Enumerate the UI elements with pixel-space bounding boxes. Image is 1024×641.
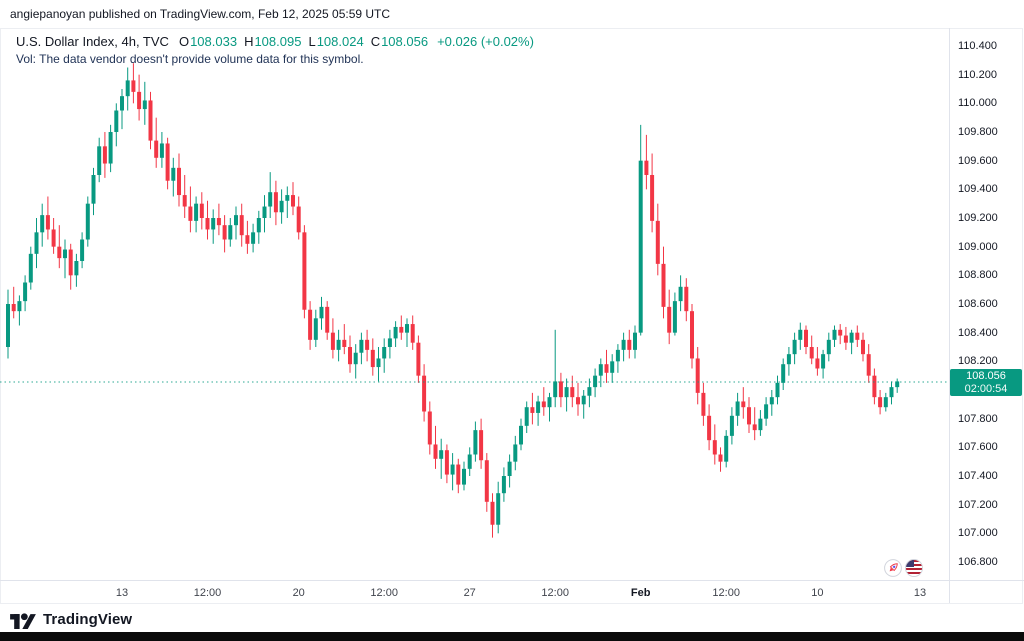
price-tick-label: 110.400 xyxy=(958,40,997,52)
time-tick-label: 12:00 xyxy=(712,587,740,599)
price-tick-label: 108.200 xyxy=(958,355,998,368)
us-flag-canton xyxy=(906,560,914,567)
price-tick-label: 109.600 xyxy=(958,154,998,167)
price-tick-label: 108.600 xyxy=(958,298,998,310)
high-label: H xyxy=(244,34,254,49)
open-value: 108.033 xyxy=(190,34,238,49)
time-axis[interactable]: 13 12:00 20 12:00 27 12:00 Feb 12:00 10 13 xyxy=(0,580,1024,605)
price-tick-label: 110.200 xyxy=(958,68,997,81)
bottom-black-bar xyxy=(0,632,1024,641)
symbol-title[interactable]: U.S. Dollar Index, 4h, TVC xyxy=(16,34,169,49)
last-price-badge: 108.056 02:00:54 xyxy=(950,368,1022,396)
attribution-text: angiepanoyan published on TradingView.co… xyxy=(10,7,391,21)
price-tick-label: 109.800 xyxy=(958,126,998,138)
rocket-reaction-icon[interactable] xyxy=(884,559,902,577)
time-tick-label: 13 xyxy=(913,587,927,599)
price-tick-label: 109.000 xyxy=(958,240,998,253)
time-tick-label: 20 xyxy=(292,587,305,599)
price-tick-label: 108.400 xyxy=(958,326,998,339)
symbol-legend-row: U.S. Dollar Index, 4h, TVC O108.033 H108.0… xyxy=(16,34,534,50)
time-tick-label: 12:00 xyxy=(193,587,222,599)
price-tick-label: 107.800 xyxy=(958,412,998,425)
reaction-icons xyxy=(884,559,923,577)
close-label: C xyxy=(370,34,381,49)
low-label: L xyxy=(308,34,316,49)
open-label: O xyxy=(178,34,190,49)
price-tick-label: 107.400 xyxy=(958,470,998,482)
time-tick-label: 12:00 xyxy=(541,587,569,599)
price-tick-label: 108.800 xyxy=(958,269,998,282)
price-tick-label: 107.200 xyxy=(958,498,998,511)
time-tick-label: 27 xyxy=(463,587,476,599)
change-value: +0.026 (+0.02%) xyxy=(437,34,534,49)
time-tick-label: 12:00 xyxy=(370,587,398,599)
price-tick-label: 107.000 xyxy=(958,527,998,540)
footer: TradingView xyxy=(10,606,132,632)
tradingview-logo-icon[interactable] xyxy=(10,610,36,629)
close-value: 108.056 xyxy=(381,34,429,49)
brand-name[interactable]: TradingView xyxy=(43,610,133,628)
high-value: 108.095 xyxy=(254,34,302,49)
low-value: 108.024 xyxy=(316,34,364,49)
price-axis[interactable]: 110.400 110.200 110.000 109.800 109.600 109.4… xyxy=(950,0,1024,641)
chart-legend: U.S. Dollar Index, 4h, TVC O108.033 H108.0… xyxy=(16,34,534,67)
price-tick-label: 107.600 xyxy=(958,441,998,454)
bar-countdown: 02:00:54 xyxy=(964,382,1008,395)
time-tick-label: Feb xyxy=(630,587,651,599)
price-axis-separator xyxy=(949,28,950,603)
time-tick-label: 10 xyxy=(811,587,824,599)
time-tick-label: 13 xyxy=(115,587,129,599)
price-tick-label: 109.400 xyxy=(958,183,998,196)
price-tick-label: 110.000 xyxy=(958,97,997,110)
time-axis-separator xyxy=(0,580,1024,581)
volume-note: Vol: The data vendor doesn't provide vol… xyxy=(16,52,364,66)
last-price-value: 108.056 xyxy=(966,369,1006,382)
us-flag-reaction-icon[interactable] xyxy=(905,559,923,577)
price-tick-label: 106.800 xyxy=(958,556,998,568)
price-tick-label: 109.200 xyxy=(958,212,998,224)
